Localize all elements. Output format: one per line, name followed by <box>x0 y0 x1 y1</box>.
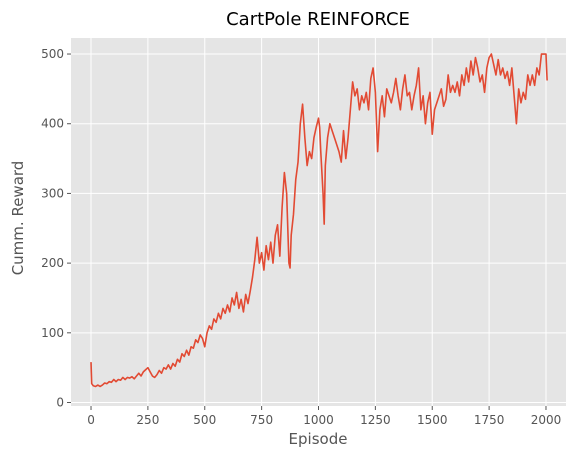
x-axis-ticks: 0 250 500 750 1000 1250 1500 1750 2000 <box>87 406 561 427</box>
x-tick-label: 1250 <box>360 413 391 427</box>
chart-title: CartPole REINFORCE <box>226 9 410 30</box>
x-tick-label: 1750 <box>474 413 505 427</box>
y-axis-label: Cumm. Reward <box>9 161 27 276</box>
series-layer <box>90 53 548 388</box>
x-tick-label: 1500 <box>417 413 448 427</box>
y-tick-label: 500 <box>41 47 64 61</box>
x-tick-label: 2000 <box>531 413 562 427</box>
x-tick-label: 250 <box>136 413 159 427</box>
x-tick-label: 0 <box>87 413 95 427</box>
y-tick-label: 300 <box>41 186 64 200</box>
y-tick-label: 200 <box>41 256 64 270</box>
x-tick-label: 750 <box>250 413 273 427</box>
y-tick-label: 100 <box>41 326 64 340</box>
y-tick-label: 0 <box>56 396 64 410</box>
y-axis-ticks: 0 100 200 300 400 500 <box>41 47 71 410</box>
reward-series-line <box>90 53 548 388</box>
x-tick-label: 500 <box>193 413 216 427</box>
y-tick-label: 400 <box>41 117 64 131</box>
x-axis-label: Episode <box>289 430 348 448</box>
x-tick-label: 1000 <box>303 413 334 427</box>
